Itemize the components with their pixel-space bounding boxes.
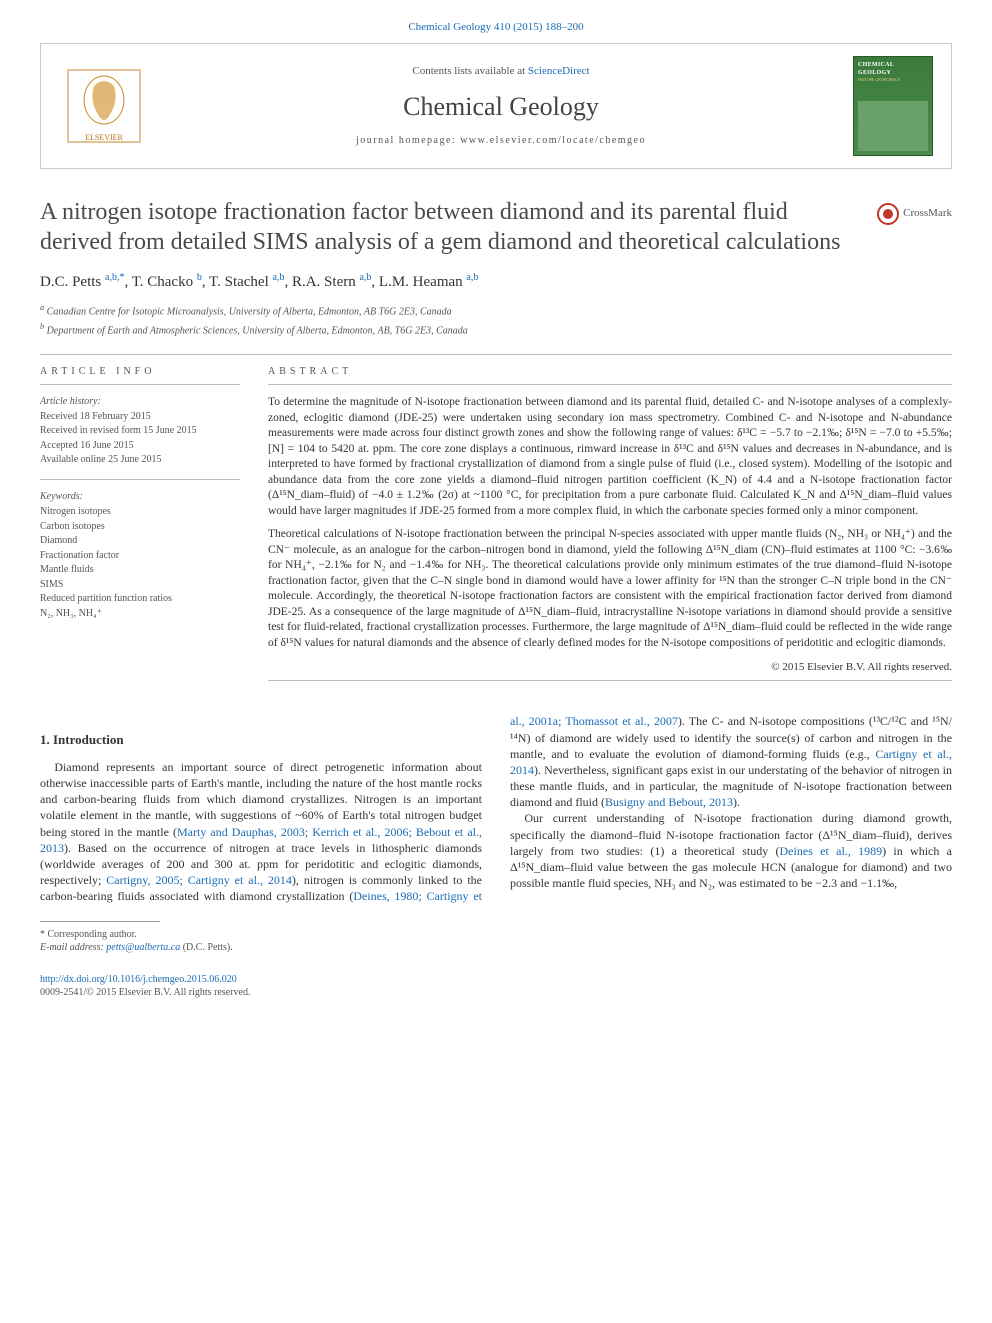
footer: http://dx.doi.org/10.1016/j.chemgeo.2015… [40, 973, 952, 1000]
footnote-divider [40, 921, 160, 922]
sciencedirect-link[interactable]: ScienceDirect [528, 65, 590, 77]
journal-homepage-link[interactable]: www.elsevier.com/locate/chemgeo [460, 135, 646, 146]
journal-header: ELSEVIER Contents lists available at Sci… [40, 43, 952, 169]
ref-link[interactable]: Busigny and Bebout, 2013 [605, 795, 733, 809]
copyright: © 2015 Elsevier B.V. All rights reserved… [268, 660, 952, 675]
homepage-line: journal homepage: www.elsevier.com/locat… [149, 134, 853, 148]
journal-name: Chemical Geology [149, 89, 853, 124]
abstract-p2: Theoretical calculations of N-isotope fr… [268, 527, 952, 651]
abstract: ABSTRACT To determine the magnitude of N… [268, 365, 952, 692]
ref-link[interactable]: Cartigny, 2005; Cartigny et al., 2014 [106, 873, 292, 887]
article-title: A nitrogen isotope fractionation factor … [40, 197, 859, 257]
elsevier-logo: ELSEVIER [59, 61, 149, 151]
abstract-heading: ABSTRACT [268, 365, 952, 379]
article-info: ARTICLE INFO Article history: Received 1… [40, 365, 240, 692]
header-center: Contents lists available at ScienceDirec… [149, 64, 853, 147]
body-text: 1. Introduction Diamond represents an im… [40, 713, 952, 904]
corresponding-author: * Corresponding author. E-mail address: … [40, 928, 952, 955]
journal-citation[interactable]: Chemical Geology 410 (2015) 188–200 [40, 20, 952, 35]
ref-link[interactable]: Deines et al., 1989 [780, 844, 883, 858]
article-info-heading: ARTICLE INFO [40, 365, 240, 379]
email-link[interactable]: petts@ualberta.ca [106, 942, 180, 953]
doi-link[interactable]: http://dx.doi.org/10.1016/j.chemgeo.2015… [40, 973, 952, 987]
body-p2: Our current understanding of N-isotope f… [510, 810, 952, 891]
affiliations: a Canadian Centre for Isotopic Microanal… [40, 302, 952, 338]
journal-cover-thumb: CHEMICAL GEOLOGY ISOTOPE GEOSCIENCE [853, 56, 933, 156]
crossmark-badge[interactable]: CrossMark [877, 197, 952, 225]
abstract-p1: To determine the magnitude of N-isotope … [268, 395, 952, 519]
crossmark-icon [877, 203, 899, 225]
authors: D.C. Petts a,b,*, T. Chacko b, T. Stache… [40, 271, 952, 292]
svg-text:ELSEVIER: ELSEVIER [85, 133, 123, 142]
divider [40, 354, 952, 355]
section-1-heading: 1. Introduction [40, 731, 482, 749]
contents-line: Contents lists available at ScienceDirec… [149, 64, 853, 79]
